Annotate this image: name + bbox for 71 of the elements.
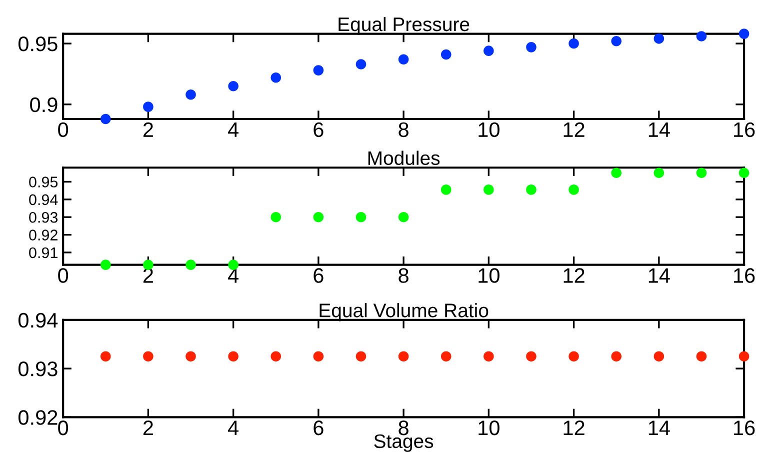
x-tick-label: 16 bbox=[734, 420, 755, 436]
point bbox=[398, 212, 409, 222]
x-tick-label: 4 bbox=[228, 420, 239, 436]
point bbox=[100, 114, 111, 124]
point bbox=[738, 168, 750, 178]
x-tick-label: 4 bbox=[228, 122, 239, 137]
y-tick-label: 0.9 bbox=[30, 97, 58, 112]
point bbox=[568, 38, 579, 49]
x-tick-label: 0 bbox=[58, 268, 68, 283]
point bbox=[398, 54, 409, 65]
point bbox=[484, 184, 494, 195]
point bbox=[696, 31, 707, 42]
point bbox=[526, 42, 536, 52]
x-axis-title: Stages bbox=[374, 434, 434, 452]
x-tick-label: 14 bbox=[648, 268, 670, 283]
x-tick-label: 14 bbox=[648, 122, 670, 137]
y-tick-label: 0.94 bbox=[18, 312, 58, 328]
x-tick-label: 10 bbox=[478, 122, 500, 138]
x-tick-label: 6 bbox=[314, 420, 324, 436]
y-tick-label: 0.91 bbox=[29, 247, 58, 258]
x-tick-label: 8 bbox=[398, 122, 408, 138]
x-tick-label: 10 bbox=[478, 268, 500, 283]
y-tick-label: 0.94 bbox=[29, 194, 58, 206]
point bbox=[440, 184, 452, 195]
point bbox=[654, 34, 664, 44]
y-tick-label: 0.95 bbox=[18, 36, 58, 52]
point bbox=[738, 28, 750, 39]
point bbox=[696, 168, 707, 178]
point bbox=[484, 46, 494, 56]
point bbox=[270, 72, 282, 83]
point bbox=[526, 184, 536, 195]
x-tick-label: 2 bbox=[143, 420, 153, 436]
point bbox=[356, 59, 366, 70]
point bbox=[568, 184, 579, 195]
x-tick-label: 6 bbox=[314, 122, 324, 138]
x-tick-label: 6 bbox=[314, 268, 324, 283]
x-tick-label: 10 bbox=[478, 420, 500, 436]
point bbox=[100, 260, 111, 270]
chart-title: Equal Volume Ratio bbox=[320, 303, 488, 322]
x-tick-label: 14 bbox=[648, 420, 670, 436]
y-tick-label: 0.92 bbox=[18, 410, 58, 425]
y-tick-label: 0.93 bbox=[29, 212, 58, 223]
x-tick-label: 0 bbox=[58, 122, 68, 138]
point bbox=[611, 36, 622, 46]
point bbox=[143, 260, 154, 270]
point bbox=[313, 65, 324, 76]
chart-title: Modules bbox=[368, 150, 440, 166]
point bbox=[270, 212, 282, 222]
x-tick-label: 16 bbox=[734, 268, 755, 283]
point bbox=[228, 80, 238, 92]
point bbox=[313, 212, 324, 222]
x-tick-label: 4 bbox=[228, 268, 239, 283]
y-tick-label: 0.92 bbox=[29, 230, 58, 240]
point bbox=[186, 90, 196, 100]
x-tick-label: 0 bbox=[58, 420, 68, 436]
point bbox=[440, 49, 452, 60]
x-tick-label: 12 bbox=[564, 268, 584, 283]
x-tick-label: 8 bbox=[398, 420, 408, 436]
point bbox=[186, 260, 196, 270]
x-tick-label: 12 bbox=[564, 420, 584, 436]
y-tick-label: 0.95 bbox=[29, 176, 58, 188]
chart-title: Equal Pressure bbox=[338, 16, 470, 36]
y-tick-label: 0.93 bbox=[18, 362, 58, 376]
point bbox=[143, 102, 154, 112]
x-tick-label: 8 bbox=[398, 268, 408, 283]
point bbox=[611, 168, 622, 178]
point bbox=[654, 168, 664, 178]
x-tick-label: 2 bbox=[143, 122, 153, 137]
x-tick-label: 16 bbox=[734, 122, 755, 138]
x-tick-label: 12 bbox=[564, 122, 584, 137]
point bbox=[356, 212, 366, 222]
